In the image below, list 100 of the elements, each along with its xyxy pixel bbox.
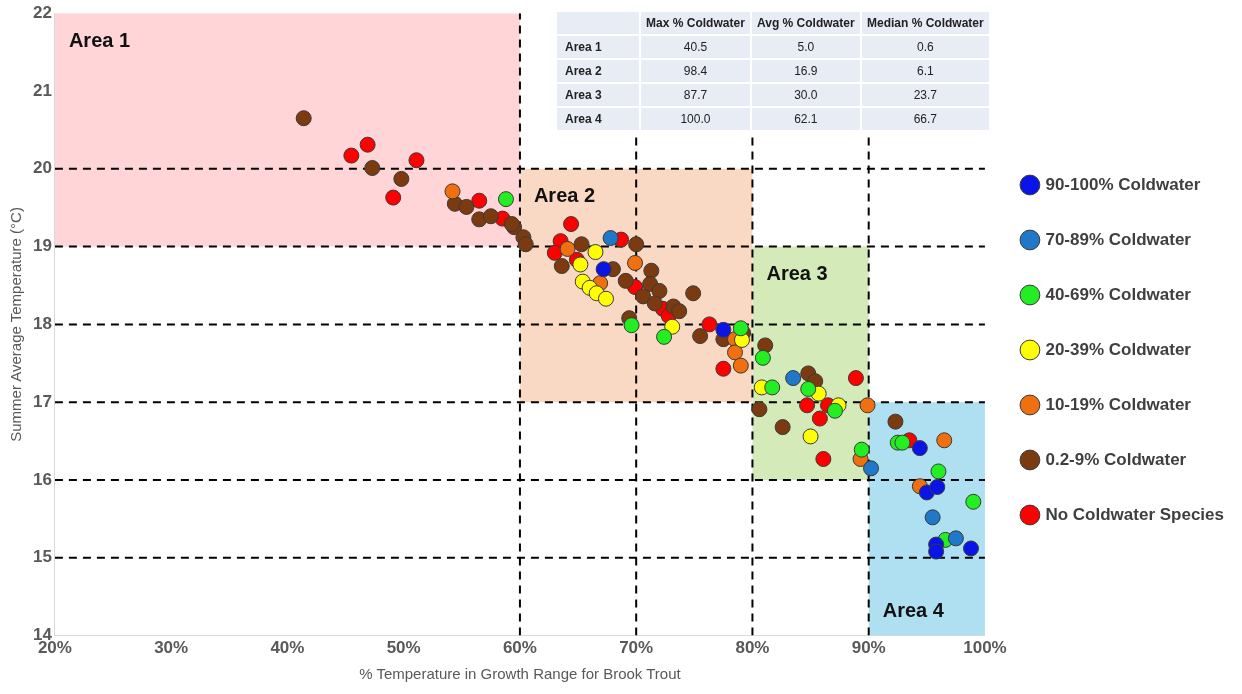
- text: 0.6: [917, 40, 934, 54]
- text: 30.0: [794, 88, 818, 102]
- point: [385, 189, 402, 206]
- point: [924, 509, 941, 526]
- point: [628, 236, 645, 253]
- point: [572, 256, 589, 273]
- point: [826, 402, 843, 419]
- point: [774, 419, 791, 436]
- point: [573, 236, 590, 253]
- point: [685, 285, 702, 302]
- point: [623, 317, 640, 334]
- point: [929, 479, 946, 495]
- point: [517, 236, 534, 253]
- point: [963, 540, 979, 557]
- y-tick-label: 17: [32, 391, 52, 411]
- point: [785, 370, 802, 387]
- point: [595, 261, 612, 278]
- legend-label: No Coldwater Species: [1045, 504, 1225, 524]
- point: [802, 428, 819, 445]
- point: [947, 530, 964, 547]
- x-tick-label: 80%: [735, 638, 770, 658]
- point: [602, 230, 619, 247]
- point: [936, 432, 953, 449]
- point: [894, 434, 911, 451]
- point: [751, 401, 768, 418]
- category-label: Area 2: [565, 64, 602, 78]
- category-label: Median % Coldwater: [860, 11, 990, 35]
- point: [815, 450, 832, 467]
- point: [754, 349, 771, 366]
- series-label: Area 2: [533, 184, 596, 207]
- text: 66.7: [913, 112, 938, 126]
- x-tick-label: 70%: [619, 638, 654, 658]
- text: 23.7: [913, 88, 938, 102]
- point: [471, 192, 488, 209]
- point: [800, 380, 817, 397]
- y-tick-label: 15: [32, 547, 52, 567]
- point: [559, 240, 576, 257]
- legend-label: 70-89% Coldwater: [1045, 229, 1192, 249]
- text: 40.5: [683, 40, 708, 54]
- point: [764, 379, 781, 396]
- legend-label: 20-39% Coldwater: [1045, 339, 1192, 359]
- point: [732, 357, 749, 374]
- point: [715, 321, 732, 338]
- category-label: Avg % Coldwater: [750, 11, 861, 35]
- y-axis-title: Summer Average Temperature (°C): [7, 207, 25, 442]
- legend-label: 90-100% Coldwater: [1045, 174, 1201, 194]
- text: 100.0: [680, 112, 711, 126]
- point: [444, 183, 461, 200]
- y-tick-label: 18: [32, 314, 52, 334]
- point: [811, 410, 828, 427]
- legend-label: 0.2-9% Coldwater: [1045, 449, 1187, 469]
- point: [497, 191, 514, 208]
- x-tick-label: 30%: [154, 638, 189, 658]
- point: [627, 254, 644, 271]
- y-tick-label: 16: [32, 469, 52, 489]
- point: [664, 318, 681, 335]
- point: [965, 493, 982, 510]
- point: [859, 397, 876, 414]
- point: [458, 198, 475, 215]
- point: [546, 244, 563, 261]
- series-label: Area 1: [68, 28, 131, 51]
- text: 16.9: [794, 64, 818, 78]
- text: 5.0: [797, 40, 815, 54]
- category-label: Area 1: [565, 40, 602, 54]
- point: [646, 295, 663, 312]
- point: [799, 397, 816, 414]
- legend-label: 10-19% Coldwater: [1045, 394, 1192, 414]
- x-tick-label: 90%: [851, 638, 886, 658]
- point: [727, 344, 743, 361]
- y-tick-label: 20: [32, 158, 52, 178]
- point: [701, 316, 718, 333]
- category-label: Area 4: [565, 112, 602, 126]
- point: [617, 272, 634, 289]
- point: [853, 441, 870, 458]
- point: [692, 328, 709, 345]
- point: [651, 282, 668, 299]
- point: [359, 136, 376, 153]
- point: [643, 262, 660, 279]
- point: [343, 147, 360, 164]
- point: [408, 152, 425, 169]
- point: [715, 360, 732, 377]
- category-label: Area 3: [565, 88, 602, 102]
- point: [847, 370, 864, 387]
- x-tick-label: 100%: [963, 638, 1007, 658]
- point: [295, 110, 312, 127]
- series-label: Area 4: [882, 599, 945, 622]
- legend-label: 40-69% Coldwater: [1045, 284, 1192, 304]
- y-tick-label: 19: [32, 236, 52, 256]
- y-tick-label: 22: [32, 2, 52, 22]
- point: [930, 463, 947, 480]
- text: 87.7: [683, 88, 708, 102]
- point: [482, 208, 499, 225]
- series-label: Area 3: [766, 262, 828, 285]
- point: [928, 543, 945, 560]
- point: [393, 170, 410, 187]
- point: [911, 440, 928, 457]
- text: 6.1: [917, 64, 934, 78]
- point: [563, 216, 580, 233]
- y-tick-label: 21: [32, 80, 52, 100]
- point: [863, 460, 880, 477]
